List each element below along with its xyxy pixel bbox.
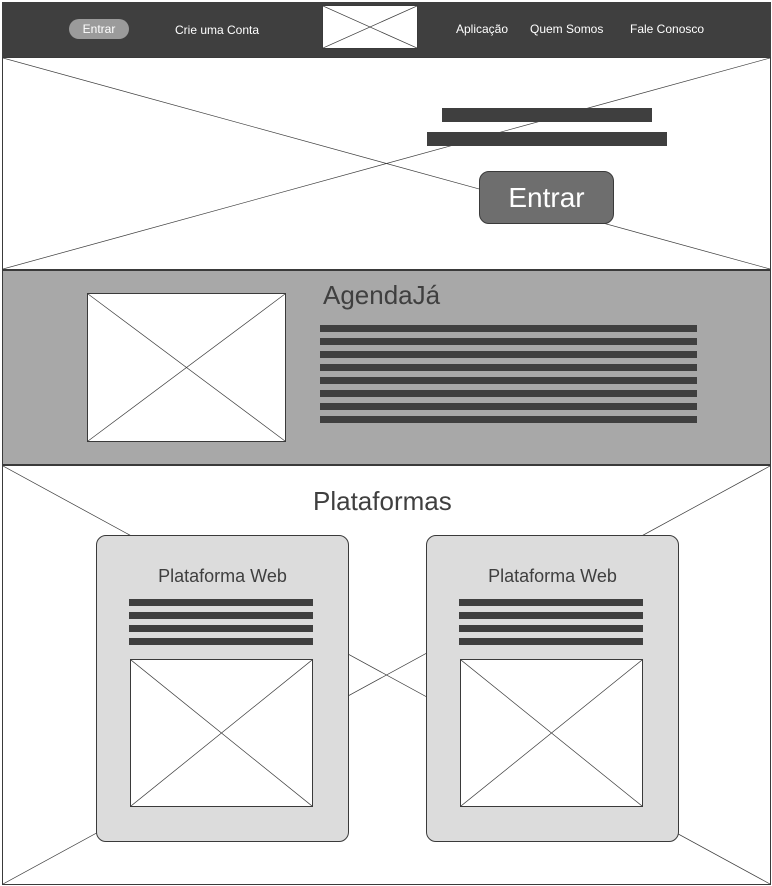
platform-card-image-placeholder — [460, 659, 643, 807]
text-line — [320, 325, 697, 332]
about-image-placeholder — [87, 293, 286, 442]
text-line — [459, 625, 643, 632]
nav-link-fale-conosco[interactable]: Fale Conosco — [630, 22, 705, 36]
text-line — [459, 638, 643, 645]
text-line — [459, 599, 643, 606]
nav-link-aplicacao[interactable]: Aplicação — [456, 22, 509, 36]
text-line — [320, 390, 697, 397]
platform-card-title: Plataforma Web — [488, 566, 617, 586]
logo-image-placeholder[interactable] — [322, 5, 418, 49]
platform-card-title: Plataforma Web — [158, 566, 287, 586]
text-line — [320, 338, 697, 345]
text-line — [459, 612, 643, 619]
text-line — [320, 364, 697, 371]
hero-banner-placeholder — [2, 57, 771, 270]
nav-signup-link[interactable]: Crie uma Conta — [175, 23, 260, 37]
text-line — [129, 599, 313, 606]
nav-login-button[interactable]: Entrar — [69, 19, 129, 39]
text-line — [129, 638, 313, 645]
platform-card-image-placeholder — [130, 659, 313, 807]
text-line — [129, 612, 313, 619]
text-line — [320, 416, 697, 423]
text-line — [129, 625, 313, 632]
text-line — [320, 403, 697, 410]
platforms-title: Plataformas — [313, 486, 452, 516]
hero-login-button[interactable]: Entrar — [479, 171, 614, 224]
text-line — [320, 351, 697, 358]
about-title: AgendaJá — [323, 280, 441, 310]
nav-link-quem-somos[interactable]: Quem Somos — [530, 22, 604, 36]
text-line — [320, 377, 697, 384]
platform-card[interactable]: Plataforma Web — [426, 535, 679, 842]
hero-subheading-line — [427, 132, 667, 146]
platform-card[interactable]: Plataforma Web — [96, 535, 349, 842]
hero-heading-line — [442, 108, 652, 122]
